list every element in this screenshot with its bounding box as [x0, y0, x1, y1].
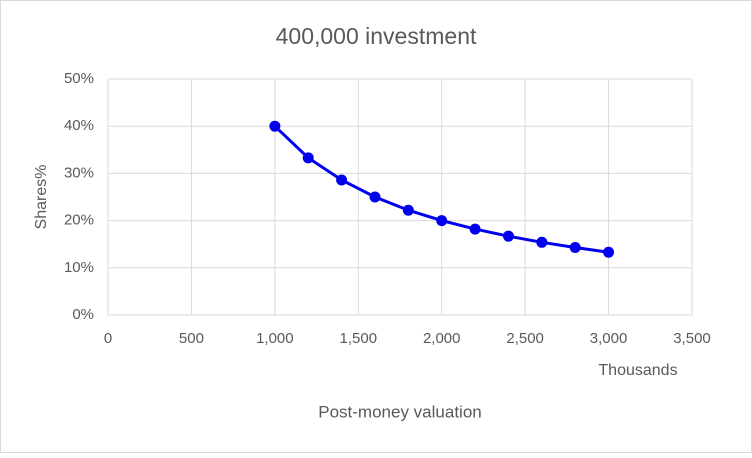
y-tick-label: 10% — [64, 259, 94, 276]
x-tick-label: 3,500 — [673, 330, 711, 347]
data-point — [369, 191, 381, 203]
data-point — [603, 246, 615, 258]
y-tick-label: 0% — [72, 306, 94, 323]
x-tick-label: 500 — [179, 330, 204, 347]
data-point — [569, 242, 581, 254]
x-tick-label: 1,000 — [256, 330, 294, 347]
y-tick-label: 30% — [64, 164, 94, 181]
y-tick-label: 50% — [64, 70, 94, 87]
data-point — [436, 215, 448, 227]
data-point — [536, 236, 548, 248]
x-tick-label: 0 — [104, 330, 112, 347]
x-tick-label: 2,000 — [423, 330, 461, 347]
x-tick-label: 2,500 — [506, 330, 544, 347]
x-tick-label: 3,000 — [590, 330, 628, 347]
x-axis-label: Post-money valuation — [318, 402, 481, 421]
data-point — [469, 223, 481, 235]
y-tick-label: 40% — [64, 117, 94, 134]
x-tick-label: 1,500 — [340, 330, 378, 347]
chart-title: 400,000 investment — [276, 23, 477, 49]
data-point — [402, 204, 414, 216]
y-tick-label: 20% — [64, 212, 94, 229]
y-axis-label: Shares% — [33, 165, 50, 230]
data-point — [269, 120, 281, 132]
x-units-label: Thousands — [598, 362, 677, 379]
data-point — [336, 174, 348, 186]
data-point — [502, 230, 514, 242]
data-point — [302, 152, 314, 164]
